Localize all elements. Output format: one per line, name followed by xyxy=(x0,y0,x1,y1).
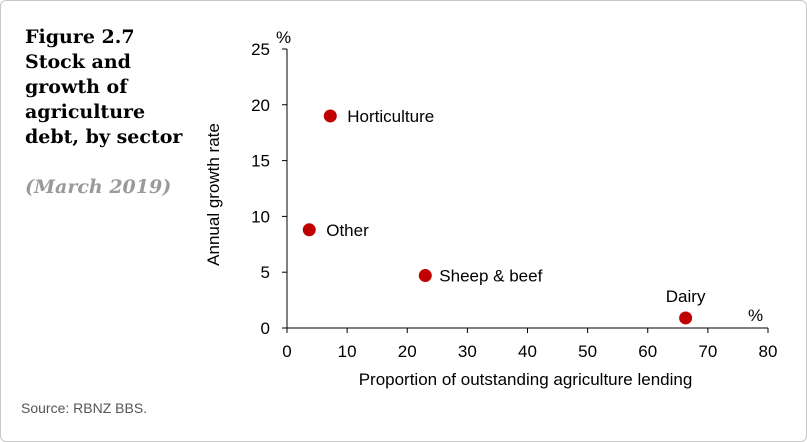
figure-date: (March 2019) xyxy=(25,176,172,198)
y-tick-label: 0 xyxy=(261,319,270,338)
x-tick-label: 40 xyxy=(518,342,537,361)
x-tick-label: 0 xyxy=(282,342,291,361)
points-group: Horticulture Other Sheep & beef Dairy xyxy=(302,107,706,325)
y-tick-label: 20 xyxy=(251,96,270,115)
x-tick-label: 10 xyxy=(338,342,357,361)
figure-title: Figure 2.7 Stock and growth of agricultu… xyxy=(25,26,183,148)
y-axis-title: Annual growth rate xyxy=(204,123,223,266)
x-tick-label: 20 xyxy=(398,342,417,361)
point-label: Other xyxy=(326,221,369,240)
source-note: Source: RBNZ BBS. xyxy=(21,400,148,416)
point-label: Dairy xyxy=(666,287,706,306)
x-tick-label: 70 xyxy=(698,342,717,361)
x-ticks-group: 0 10 20 30 40 50 60 70 80 xyxy=(282,328,777,361)
y-tick-label: 25 xyxy=(251,40,270,59)
x-axis-unit: % xyxy=(748,306,763,325)
x-tick-label: 60 xyxy=(638,342,657,361)
x-tick-label: 30 xyxy=(458,342,477,361)
data-point xyxy=(302,223,316,237)
point-label: Horticulture xyxy=(347,107,434,126)
data-point xyxy=(679,311,693,325)
y-tick-label: 10 xyxy=(251,207,270,226)
y-ticks-group: 0 5 10 15 20 25 xyxy=(251,40,287,338)
y-tick-label: 5 xyxy=(261,263,270,282)
y-axis-unit: % xyxy=(276,28,291,47)
x-axis-title: Proportion of outstanding agriculture le… xyxy=(359,370,693,389)
x-tick-label: 80 xyxy=(759,342,778,361)
point-label: Sheep & beef xyxy=(439,267,542,286)
y-tick-label: 15 xyxy=(251,152,270,171)
x-tick-label: 50 xyxy=(578,342,597,361)
data-point xyxy=(323,109,337,123)
data-point xyxy=(418,269,432,283)
